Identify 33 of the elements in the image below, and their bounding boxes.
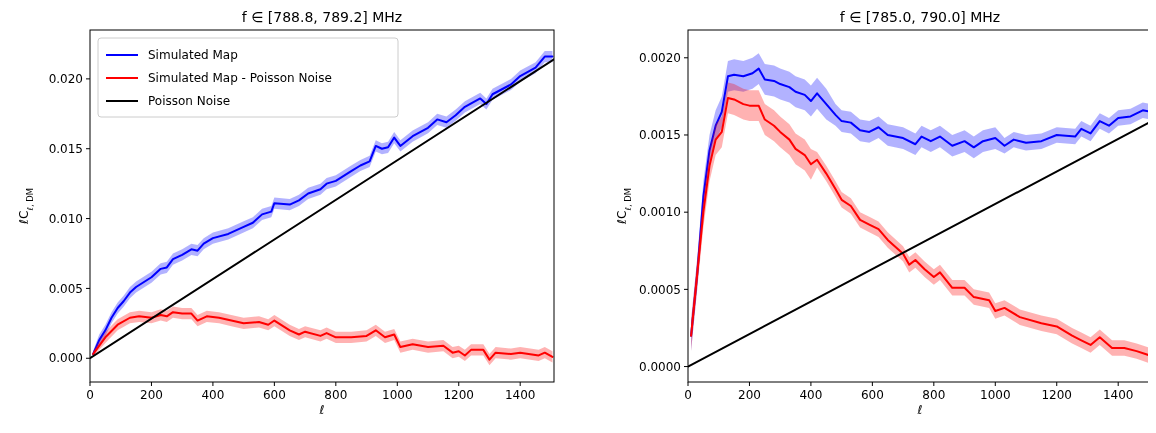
x-tick-label: 1000 (382, 388, 413, 402)
y-tick-label: 0.010 (48, 211, 83, 226)
x-tick-label: 400 (799, 388, 823, 402)
legend-label: Simulated Map - Poisson Noise (148, 71, 332, 86)
x-tick-label: 0 (86, 388, 94, 402)
x-tick-label: 200 (738, 388, 761, 402)
x-tick-label: 600 (860, 388, 884, 402)
x-tick-label: 800 (324, 388, 348, 402)
y-tick-label: 0.005 (48, 281, 83, 296)
x-tick-label: 600 (262, 388, 286, 402)
x-tick-label: 1200 (443, 388, 475, 402)
y-tick-label: 0.020 (48, 72, 83, 87)
x-tick-label: 1000 (980, 388, 1011, 402)
x-tick-label: 0 (684, 388, 692, 402)
x-tick-label: 1400 (504, 388, 536, 402)
chart-title: f ∈ [785.0, 790.0] MHz (839, 9, 1001, 25)
x-tick-label: 1200 (1041, 388, 1073, 402)
chart-title: f ∈ [788.8, 789.2] MHz (241, 9, 403, 25)
legend-label: Poisson Noise (148, 94, 231, 109)
y-tick-label: 0.0005 (639, 282, 681, 297)
x-axis-title: ℓ (318, 403, 325, 417)
y-tick-label: 0.0000 (639, 359, 681, 374)
y-tick-label: 0.015 (48, 141, 83, 156)
y-tick-label: 0.0015 (639, 128, 681, 143)
x-tick-label: 800 (922, 388, 946, 402)
y-tick-label: 0.0010 (639, 205, 681, 220)
x-axis-title: ℓ (916, 403, 923, 417)
x-tick-label: 400 (201, 388, 225, 402)
legend-label: Simulated Map (148, 48, 238, 63)
y-tick-label: 0.000 (48, 351, 83, 366)
x-tick-label: 1400 (1102, 388, 1134, 402)
x-tick-label: 200 (140, 388, 163, 402)
y-tick-label: 0.0020 (639, 50, 681, 65)
